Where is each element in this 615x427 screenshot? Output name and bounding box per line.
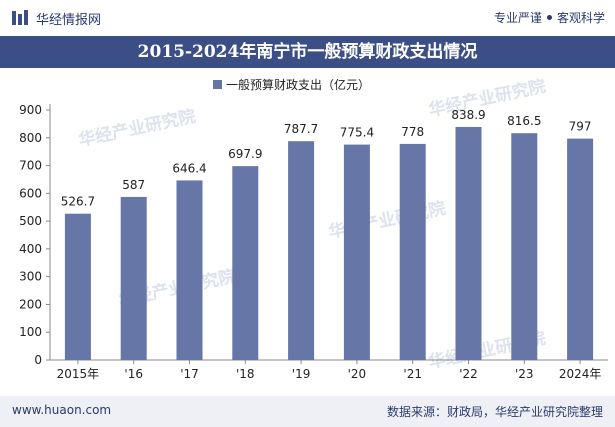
data-label: 787.7 xyxy=(284,122,318,136)
dot-icon xyxy=(546,15,552,20)
x-tick-label: '20 xyxy=(348,367,367,381)
legend-label: 一般预算财政支出（亿元） xyxy=(226,77,370,92)
bar xyxy=(343,144,370,360)
tagline-left: 专业严谨 xyxy=(493,11,542,25)
bar xyxy=(232,166,259,360)
data-label: 526.7 xyxy=(61,195,95,209)
data-label: 797 xyxy=(569,120,592,134)
y-tick-label: 300 xyxy=(19,270,42,284)
y-tick-label: 400 xyxy=(19,242,42,256)
x-tick-label: '23 xyxy=(515,367,534,381)
x-tick-label: 2024年 xyxy=(559,367,602,381)
watermark-text: 华经产业研究院 xyxy=(77,106,198,151)
tagline: 专业严谨 客观科学 xyxy=(494,9,605,26)
bar xyxy=(511,133,538,360)
y-tick-label: 100 xyxy=(19,325,42,339)
x-tick-label: '22 xyxy=(459,367,478,381)
data-label: 646.4 xyxy=(172,161,206,175)
data-label: 697.9 xyxy=(228,147,262,161)
logo-text: 华经情报网 xyxy=(36,13,102,28)
y-tick-label: 900 xyxy=(19,103,42,117)
y-tick-label: 500 xyxy=(19,214,42,228)
footer-source: 数据来源：财政局，华经产业研究院整理 xyxy=(386,405,603,419)
y-tick-label: 700 xyxy=(19,159,42,173)
top-bar: 华经情报网 专业严谨 客观科学 xyxy=(0,0,615,36)
bar xyxy=(288,141,315,360)
y-tick-label: 800 xyxy=(19,131,42,145)
data-label: 775.4 xyxy=(340,126,374,140)
bar xyxy=(567,138,594,360)
bar xyxy=(455,126,482,360)
x-tick-label: '21 xyxy=(403,367,422,381)
data-label: 816.5 xyxy=(507,114,541,128)
bar xyxy=(120,196,147,360)
x-tick-label: '19 xyxy=(292,367,311,381)
data-label: 778 xyxy=(401,125,424,139)
bar xyxy=(64,213,91,360)
title-bar: 2015-2024年南宁市一般预算财政支出情况 xyxy=(0,36,615,68)
data-label: 838.9 xyxy=(451,108,485,122)
x-tick-label: '18 xyxy=(236,367,255,381)
x-tick-label: 2015年 xyxy=(57,367,100,381)
y-tick-label: 0 xyxy=(34,353,42,367)
logo-icon xyxy=(12,10,28,25)
y-tick-label: 600 xyxy=(19,186,42,200)
data-label: 587 xyxy=(122,178,145,192)
bar xyxy=(399,143,426,360)
bar-chart: 华经产业研究院华经产业研究院华经产业研究院华经产业研究院华经产业研究院一般预算财… xyxy=(19,76,608,381)
footer-website: www.huaon.com xyxy=(12,403,112,417)
x-tick-label: '17 xyxy=(180,367,199,381)
x-tick-label: '16 xyxy=(124,367,143,381)
chart-title: 2015-2024年南宁市一般预算财政支出情况 xyxy=(137,42,478,62)
bar xyxy=(176,180,203,360)
footer: www.huaon.com 数据来源：财政局，华经产业研究院整理 xyxy=(0,396,615,427)
y-tick-label: 200 xyxy=(19,297,42,311)
legend-swatch xyxy=(213,80,222,89)
tagline-right: 客观科学 xyxy=(556,11,605,25)
